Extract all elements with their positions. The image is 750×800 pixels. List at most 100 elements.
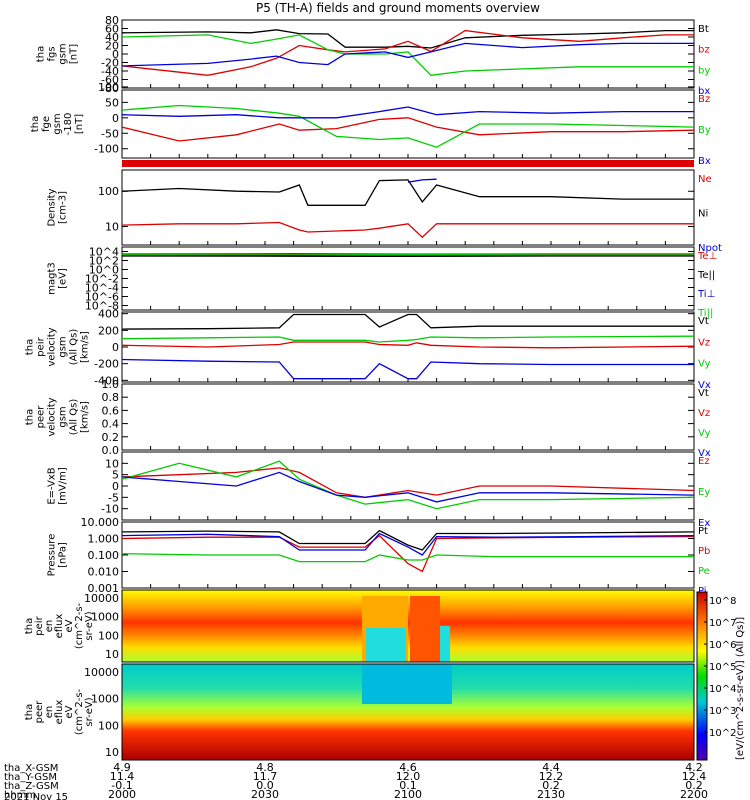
y-axis-label: [km/s] <box>80 331 91 363</box>
series-pressure-Pi <box>121 532 695 556</box>
legend-efield-2: Ex <box>698 518 710 529</box>
y-axis-label: peir <box>34 615 45 635</box>
legend-peer-velocity-0: Vt <box>698 388 709 399</box>
footer-row-label: tha_Z-GSM <box>4 781 59 792</box>
series-pressure-Pb <box>121 534 695 573</box>
y-axis-label: en <box>44 706 55 719</box>
y-tick-label: 400 <box>98 308 119 321</box>
colorbar-tick-label: 10^3 <box>709 706 736 717</box>
y-tick-label: -200 <box>94 358 119 371</box>
footer-value: 2130 <box>537 788 565 800</box>
y-tick-label: 5 <box>112 469 119 482</box>
colorbar-tick-label: 10^7 <box>709 618 736 629</box>
y-axis-label: gsm <box>58 336 69 357</box>
y-axis-label: eV <box>64 619 75 632</box>
footer-value: 2000 <box>108 788 136 800</box>
series-density-Ne <box>121 221 694 239</box>
y-axis-label: peer <box>34 700 45 724</box>
y-axis-label: eflux <box>54 700 65 725</box>
colorbar-tick-label: 10^6 <box>709 640 736 651</box>
y-tick-label: 20 <box>105 40 119 53</box>
y-tick-label: 10 <box>105 221 119 234</box>
footer-value: 0.1 <box>399 779 417 792</box>
y-axis-label: (cm^2-s- <box>74 688 85 735</box>
legend-pressure-2: Pe <box>698 566 710 577</box>
legend-temperature-0: Te⊥ <box>697 251 717 262</box>
footer-value: 12.2 <box>539 770 564 783</box>
legend-temperature-3: Ti|| <box>697 308 713 319</box>
y-tick-label: 10^-6 <box>85 291 119 304</box>
y-tick-label: 0.4 <box>102 418 120 431</box>
y-tick-label: 50 <box>105 96 119 109</box>
legend-peir-velocity-1: Vz <box>698 337 710 348</box>
legend-fgs-1: bz <box>698 45 710 56</box>
y-tick-label: 0.2 <box>102 431 120 444</box>
footer-value: 2200 <box>680 788 708 800</box>
footer-value: 4.2 <box>685 761 703 774</box>
y-axis-label: (cm^2-s- <box>74 602 85 649</box>
y-tick-label: 200 <box>98 324 119 337</box>
y-axis-label: tha <box>24 704 35 720</box>
y-tick-label: 10000 <box>84 592 119 605</box>
density-panel: 100 10 Density [cm-3] Ne Ni Npot <box>47 169 722 254</box>
series-efield-Ey <box>121 460 695 510</box>
y-axis-label: [cm-3] <box>58 191 69 224</box>
footer-value: 2100 <box>394 788 422 800</box>
y-axis-label: [nPa] <box>58 542 69 568</box>
y-axis-label: tha <box>25 339 36 355</box>
y-tick-label: -5 <box>108 491 119 504</box>
y-axis-label: [eV] <box>58 268 69 289</box>
series-fge-Bx <box>121 106 694 119</box>
y-tick-label: -80 <box>101 82 119 95</box>
footer-row-label: hhmm <box>4 790 36 800</box>
y-tick-label: 10^-4 <box>85 282 119 295</box>
footer-value: 0.0 <box>256 779 274 792</box>
legend-peer-velocity-2: Vy <box>698 428 711 439</box>
colorbar-tick-label: 10^8 <box>709 596 736 607</box>
y-tick-label: 100 <box>98 81 119 94</box>
series-fgs-Bt <box>121 29 694 49</box>
series-pressure-Pe <box>121 553 694 563</box>
y-tick-label: -60 <box>101 74 119 87</box>
colorbar: 10^8 10^7 10^6 10^5 10^4 10^3 10^2 [eV/(cm^2-s… <box>696 591 746 761</box>
y-tick-label: -100 <box>94 143 119 156</box>
legend-pressure-1: Pb <box>698 546 710 557</box>
y-tick-label: 10 <box>105 746 119 759</box>
series-efield-Ez <box>121 467 695 498</box>
y-tick-label: 0.8 <box>102 391 120 404</box>
y-tick-label: 0.010 <box>88 566 120 579</box>
plot-title: P5 (TH-A) fields and ground moments over… <box>256 1 540 15</box>
y-axis-label: velocity <box>47 397 58 436</box>
footer-value: 11.4 <box>110 770 135 783</box>
y-tick-label: 0 <box>112 112 119 125</box>
colorbar-label: [eV/(cm^2-s-sr-eV)] (All Qs)] <box>735 617 746 760</box>
y-axis-label: gsm <box>52 113 63 134</box>
series-fgs-by <box>121 34 694 76</box>
y-tick-label: 0 <box>112 480 119 493</box>
y-axis-label: en <box>44 620 55 633</box>
y-tick-label: 10^0 <box>89 264 119 277</box>
y-axis-label: sr-eV) <box>84 611 95 640</box>
peer-dropout-block <box>362 664 452 704</box>
series-peir-velocity-Vz <box>121 341 695 349</box>
y-tick-label: -10 <box>101 503 119 516</box>
y-axis-label: [mV/m] <box>58 467 69 505</box>
series-density-Npot <box>407 178 437 183</box>
footer-value: 12.0 <box>396 770 421 783</box>
footer-value: 0.2 <box>542 779 560 792</box>
legend-pressure-0: Pt <box>698 526 708 537</box>
y-axis-label: eV <box>64 705 75 718</box>
footer-value: 4.8 <box>256 761 274 774</box>
peir-velocity-panel: 400 200 0 -200 -400 tha peir velocity gsm (All Qs… <box>25 308 711 391</box>
y-axis-label: magt3 <box>47 262 58 295</box>
y-tick-label: 0 <box>112 341 119 354</box>
y-axis-label: peir <box>36 336 47 356</box>
quality-flag-bar <box>122 160 694 167</box>
peer-spectrogram <box>121 663 695 761</box>
y-tick-label: -20 <box>101 57 119 70</box>
y-tick-label: -50 <box>101 127 119 140</box>
y-tick-label: -40 <box>101 65 119 78</box>
